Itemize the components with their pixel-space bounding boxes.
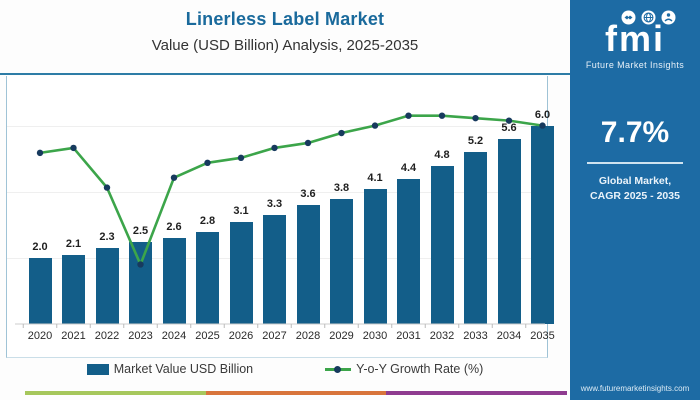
cagr-caption-line1: Global Market, [598, 175, 672, 187]
bar-value-label: 3.1 [233, 204, 249, 217]
growth-point-2031 [405, 112, 412, 119]
bar-2035 [531, 126, 554, 324]
fmi-logo: fmi Future Market Insights [586, 10, 684, 70]
bar-2021 [62, 254, 85, 324]
bar-value-label: 2.0 [32, 241, 48, 253]
bar-value-label: 2.8 [199, 214, 216, 227]
x-axis-label: 2026 [228, 330, 254, 342]
legend-line-label: Y-o-Y Growth Rate (%) [356, 362, 484, 376]
bar-2024 [162, 238, 186, 324]
bar-2026 [229, 221, 253, 324]
bar-2022 [95, 248, 119, 324]
gridline [7, 126, 547, 127]
bar-2020 [28, 258, 52, 324]
x-axis-label: 2029 [329, 330, 354, 342]
line-swatch-icon [325, 364, 352, 374]
panel-divider [587, 162, 683, 164]
bar-2028 [296, 205, 320, 324]
bar-value-label: 2.3 [99, 231, 115, 244]
x-axis-label: 2023 [128, 330, 153, 342]
x-axis-label: 2022 [94, 330, 120, 342]
legend-item-bar: Market Value USD Billion [86, 362, 254, 376]
chart-legend: Market Value USD Billion Y-o-Y Growth Ra… [0, 362, 570, 376]
legend-bar-label: Market Value USD Billion [113, 362, 254, 376]
bar-value-label: 3.8 [333, 181, 350, 194]
bar-2029 [330, 198, 353, 324]
plot-area: 2.0 2020 2.1 2021 2.3 2022 2.5 2023 2.6 2024 2.8 20… [6, 76, 555, 358]
logo-icon-row [621, 10, 676, 25]
globe-icon [641, 10, 656, 25]
bar-2031 [397, 178, 420, 324]
x-axis-label: 2020 [27, 330, 53, 342]
bar-value-label: 2.6 [166, 221, 182, 234]
x-axis-label: 2021 [61, 330, 86, 342]
bar-2023 [129, 241, 152, 324]
growth-point-2032 [438, 112, 446, 119]
x-axis-label: 2032 [429, 330, 455, 342]
bar-2032 [430, 165, 454, 324]
bar-value-label: 2.5 [132, 224, 149, 237]
cagr-value: 7.7% [600, 116, 670, 149]
strip-segment-2 [205, 391, 387, 395]
bar-value-label: 5.2 [467, 135, 484, 148]
legend-item-line: Y-o-Y Growth Rate (%) [325, 362, 483, 376]
chart-title: Linerless Label Market [185, 9, 385, 29]
bar-2034 [497, 139, 521, 324]
growth-point-2021 [70, 144, 77, 152]
strip-segment-3 [386, 391, 568, 395]
cagr-caption-line2: CAGR 2025 - 2035 [590, 190, 680, 203]
fmi-logo-subtext: Future Market Insights [585, 60, 685, 70]
growth-point-2033 [472, 114, 479, 122]
bar-swatch-icon [86, 363, 109, 375]
growth-point-2029 [338, 129, 345, 137]
x-axis-label: 2035 [530, 330, 555, 342]
x-axis-label: 2030 [362, 330, 388, 342]
growth-point-2026 [237, 154, 245, 162]
bar-value-label: 6.0 [534, 109, 551, 121]
fmi-logotype: fmi [605, 18, 665, 59]
cagr-caption: Global Market, CAGR 2025 - 2035 [590, 174, 680, 204]
x-axis-label: 2034 [496, 330, 522, 342]
x-axis-label: 2027 [262, 330, 287, 342]
bar-value-label: 4.4 [400, 161, 417, 174]
brand-panel: fmi Future Market Insights 7.7% Global M… [570, 0, 700, 400]
x-axis-label: 2033 [463, 330, 488, 342]
x-axis-label: 2031 [396, 330, 421, 342]
x-axis-label: 2024 [161, 330, 187, 342]
x-axis-label: 2028 [295, 330, 321, 342]
bar-2027 [263, 215, 286, 324]
bar-value-label: 4.1 [367, 171, 383, 184]
title-divider [0, 73, 570, 75]
website-link[interactable]: www.futuremarketinsights.com [580, 384, 690, 393]
x-axis-label: 2025 [195, 330, 220, 342]
strip-segment-1 [25, 391, 206, 395]
bar-value-label: 2.1 [65, 237, 82, 250]
growth-point-2020 [36, 149, 44, 157]
growth-point-2024 [170, 174, 178, 181]
bar-2030 [363, 188, 387, 324]
chart-card: Linerless Label Market Value (USD Billio… [0, 9, 570, 395]
chart-subtitle: Value (USD Billion) Analysis, 2025-2035 [151, 37, 419, 54]
person-chart-icon [661, 10, 676, 25]
growth-point-2027 [271, 144, 278, 152]
handshake-icon [621, 10, 636, 25]
bar-value-label: 3.3 [266, 198, 283, 211]
bar-value-label: 5.6 [501, 122, 517, 135]
bar-2033 [464, 152, 487, 324]
growth-point-2028 [304, 139, 312, 147]
bar-value-label: 3.6 [300, 188, 316, 201]
bar-2025 [196, 231, 219, 324]
growth-point-2022 [103, 184, 111, 191]
bar-value-label: 4.8 [434, 148, 450, 161]
footer-color-strip [25, 391, 568, 395]
growth-point-2025 [204, 159, 211, 166]
